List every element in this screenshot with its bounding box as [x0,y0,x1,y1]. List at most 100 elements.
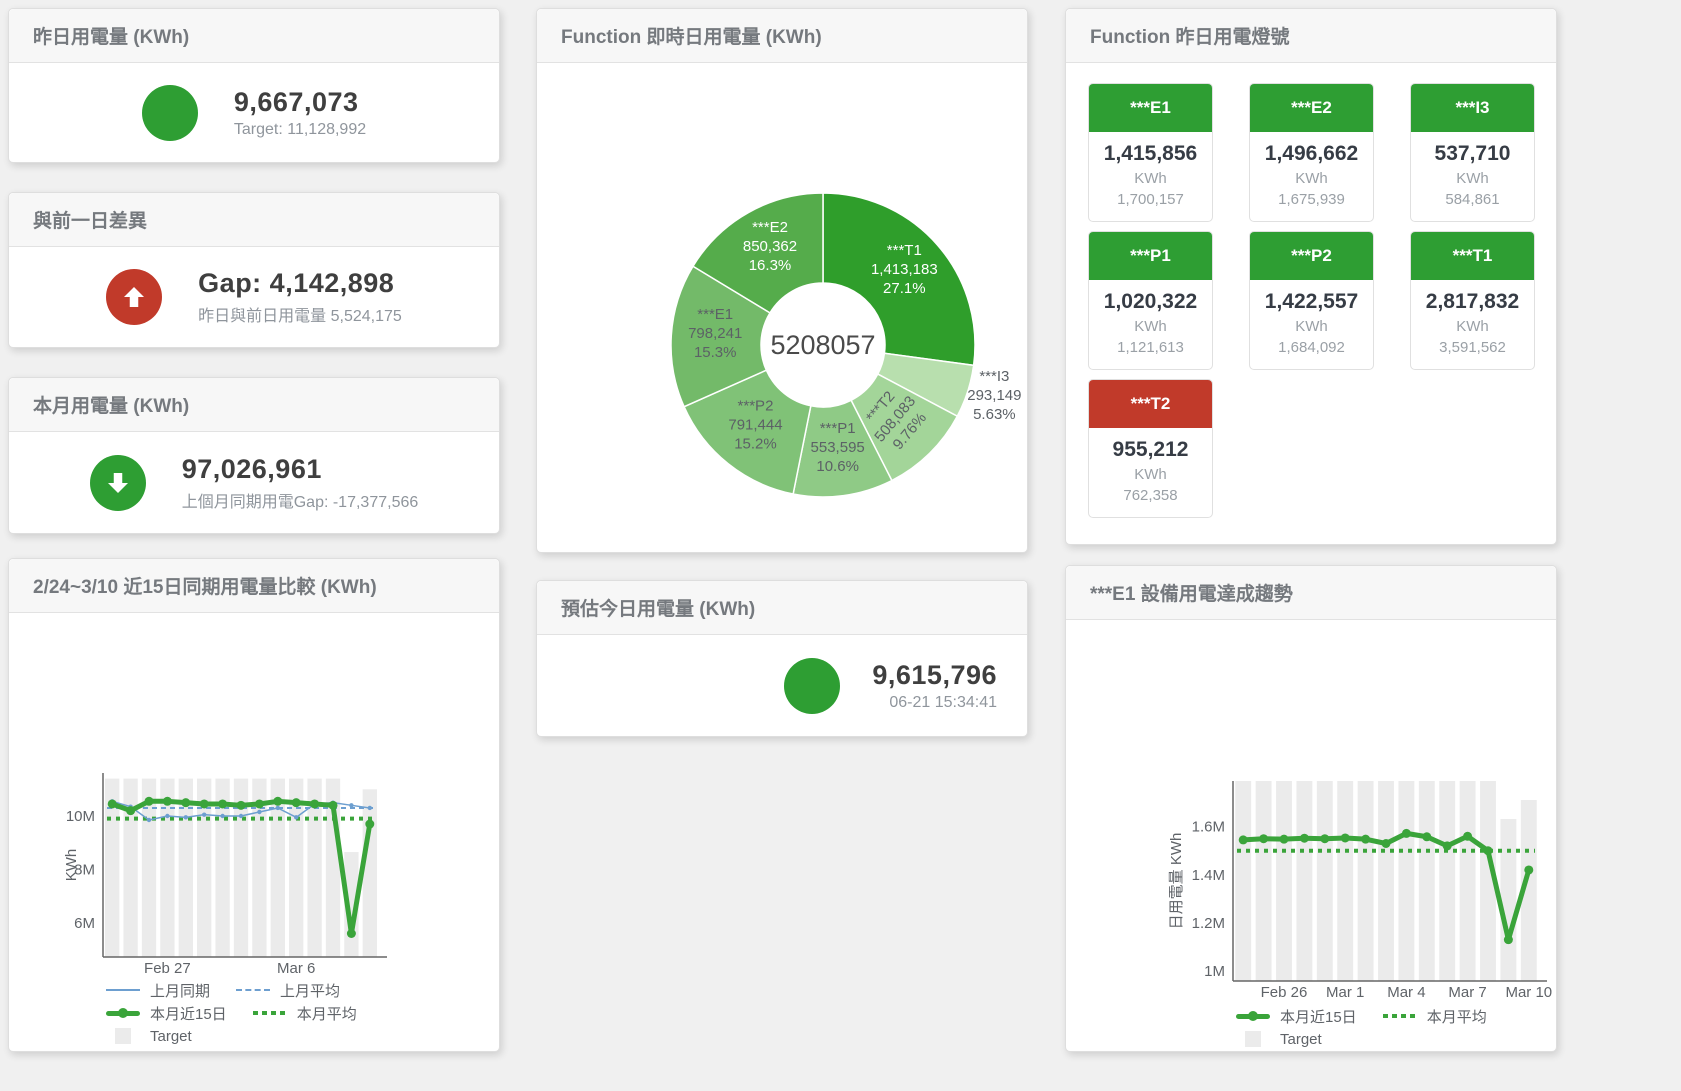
series-point[interactable] [1524,865,1534,875]
series-point[interactable] [165,813,170,819]
tile-status-header: ***P1 [1089,232,1212,280]
card-title: Function 昨日用電燈號 [1066,9,1556,63]
kpi-body: 9,667,073 Target: 11,128,992 [9,63,499,162]
card-title: ***E1 設備用電達成趨勢 [1066,566,1556,620]
kpi-body: 9,615,796 06-21 15:34:41 [537,635,1027,736]
series-point[interactable] [1238,835,1248,845]
series-point[interactable] [236,800,246,810]
series-point[interactable] [220,813,225,819]
card-title: 與前一日差異 [9,193,499,247]
legend-item[interactable]: 本月近15日 [106,1003,227,1024]
legend-swatch-line-icon [106,989,140,991]
status-circle-icon [784,657,841,714]
light-tile: ***P1 1,020,322 KWh 1,121,613 [1088,231,1213,370]
series-point[interactable] [367,805,372,811]
donut-slice-E1[interactable] [670,265,772,408]
series-point[interactable] [328,800,338,810]
series-point[interactable] [107,799,117,809]
target-bar [270,778,285,957]
x-tick-label: Mar 1 [1326,984,1364,1001]
e1-trend-chart-legend: 本月近15日 本月平均 Target [1066,1005,1556,1050]
donut-slice-T1[interactable] [822,192,976,367]
legend-label: 本月平均 [296,1005,357,1023]
down-arrow-icon [89,454,146,511]
target-bar [1439,781,1456,981]
legend-item[interactable]: 上月平均 [236,980,340,1001]
legend-label: Target [1280,1030,1322,1048]
status-circle-icon [141,84,198,141]
tile-value: 1,415,856 [1103,142,1198,165]
series-point[interactable] [291,798,301,808]
legend-swatch-dots-icon [1382,1014,1417,1018]
series-point[interactable] [275,805,280,811]
kpi-value: 9,615,796 [872,659,997,690]
series-point[interactable] [254,799,264,809]
series-point[interactable] [146,817,152,823]
card-gap-previous-day: 與前一日差異 Gap: 4,142,898 昨日與前日用電量 5,524,175 [8,192,500,348]
series-point[interactable] [1401,828,1411,838]
card-e1-trend: ***E1 設備用電達成趨勢 1M 1.2M 1.4M 1.6M Feb 26 Mar 1… [1065,565,1557,1052]
series-point[interactable] [1279,834,1289,844]
series-point[interactable] [1422,832,1432,842]
series-point[interactable] [1259,834,1269,844]
series-point[interactable] [1299,833,1309,843]
target-bar [1459,781,1476,981]
series-point[interactable] [1361,834,1371,844]
target-bar [105,778,120,957]
target-bar [123,778,138,957]
donut-slice-label: ***T1 1,413,183 27.1% [871,242,938,297]
target-bar [1500,818,1517,981]
series-point[interactable] [346,928,356,938]
series-point[interactable] [1320,834,1330,844]
legend-swatch-square-icon [1245,1031,1261,1047]
y-tick-label: 10M [66,808,95,825]
series-point[interactable] [310,799,320,809]
legend-label: 上月同期 [150,982,211,1000]
tile-value: 955,212 [1112,438,1189,461]
series-point[interactable] [181,798,191,808]
legend-label: 本月平均 [1426,1008,1487,1026]
target-bar [362,789,377,957]
legend-item[interactable]: 本月平均 [252,1003,357,1024]
legend-item[interactable]: Target [1236,1031,1322,1048]
series-point[interactable] [183,815,188,820]
series-point[interactable] [294,815,299,820]
donut-slice-label: ***I3 293,149 5.63% [967,368,1021,423]
series-point[interactable] [218,799,228,809]
series-point[interactable] [273,796,283,806]
series-point[interactable] [1483,846,1493,856]
series-point[interactable] [1442,841,1452,851]
series-point[interactable] [1340,833,1350,843]
card-15day-comparison: 2/24~3/10 近15日同期用電量比較 (KWh) 6M 8M 10M Feb 2… [8,558,500,1052]
tile-unit: KWh [1134,466,1167,483]
donut-slice-P2[interactable] [683,369,812,495]
legend-swatch-thick-icon [106,1008,140,1018]
realtime-usage-donut-chart: ***T1 1,413,183 27.1%***I3 293,149 5.63%***T… [670,192,1021,498]
series-point[interactable] [349,803,354,808]
series-point[interactable] [1463,831,1473,841]
series-point[interactable] [144,796,154,806]
series-point[interactable] [238,813,244,819]
kpi-value: 9,667,073 [233,86,359,117]
donut-slice-E2[interactable] [691,192,824,314]
series-point[interactable] [365,819,375,829]
target-bar [1296,781,1313,981]
legend-item[interactable]: Target [106,1028,192,1045]
series-point[interactable] [1381,839,1391,848]
series-point[interactable] [1503,935,1513,945]
legend-item[interactable]: 本月平均 [1382,1006,1487,1027]
comparison-chart-legend: 上月同期 上月平均 本月近15日 本月平均 Target [9,979,499,1047]
tile-unit: KWh [1134,318,1167,335]
series-point[interactable] [202,812,207,817]
legend-item[interactable]: 上月同期 [106,980,210,1001]
legend-item[interactable]: 本月近15日 [1236,1006,1357,1027]
series-point[interactable] [162,796,172,806]
series-point[interactable] [126,806,136,816]
tile-target: 584,861 [1445,191,1500,208]
series-point[interactable] [199,799,209,809]
tile-status-header: ***E1 [1089,84,1212,132]
tile-target: 3,591,562 [1439,339,1506,356]
series-point[interactable] [257,809,262,815]
tile-status-header: ***P2 [1250,232,1373,280]
